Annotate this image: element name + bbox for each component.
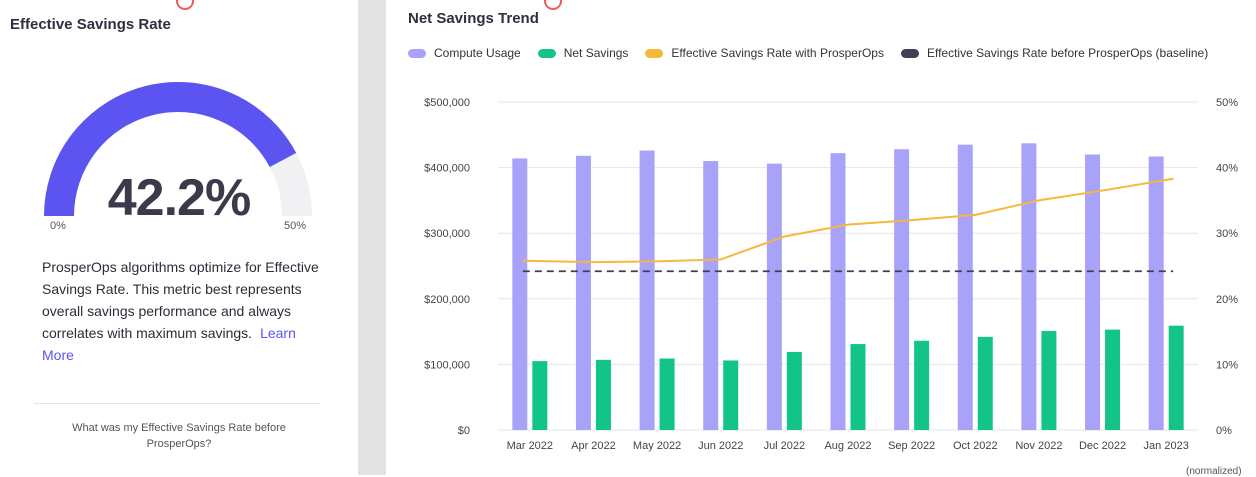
esr-point bbox=[719, 258, 722, 261]
description: ProsperOps algorithms optimize for Effec… bbox=[42, 256, 322, 366]
effective-savings-rate-panel: Effective Savings Rate 42.2% 0% 50% Pros… bbox=[0, 0, 358, 475]
esr-point bbox=[1038, 199, 1040, 202]
x-tick-label: Aug 2022 bbox=[824, 440, 871, 452]
x-tick-label: Apr 2022 bbox=[571, 440, 616, 452]
y-left-tick-label: $500,000 bbox=[424, 97, 470, 109]
esr-point bbox=[974, 214, 977, 216]
bar-compute-usage bbox=[575, 155, 591, 431]
panel-title: Effective Savings Rate bbox=[10, 16, 171, 33]
x-tick-label: Dec 2022 bbox=[1079, 440, 1126, 452]
bar-net-savings bbox=[977, 336, 993, 430]
bar-compute-usage bbox=[703, 161, 719, 431]
x-tick-label: Sep 2022 bbox=[888, 440, 935, 452]
legend-item-compute-usage[interactable]: Compute Usage bbox=[408, 46, 521, 60]
esr-point bbox=[1101, 189, 1104, 192]
esr-point bbox=[522, 259, 524, 262]
bar-compute-usage bbox=[957, 144, 973, 430]
y-left-tick-label: $0 bbox=[458, 425, 470, 437]
bar-net-savings bbox=[1041, 330, 1057, 430]
legend-item-esr[interactable]: Effective Savings Rate with ProsperOps bbox=[645, 46, 884, 60]
legend-swatch-compute bbox=[408, 48, 426, 58]
bar-compute-usage bbox=[1021, 143, 1037, 430]
bar-net-savings bbox=[1168, 325, 1184, 430]
x-tick-label: Mar 2022 bbox=[507, 440, 553, 452]
legend-swatch-baseline bbox=[900, 48, 919, 58]
alert-dot-icon bbox=[176, 0, 194, 10]
net-savings-trend-panel: Net Savings Trend Compute Usage Net Savi… bbox=[386, 0, 1256, 477]
y-left-tick-label: $200,000 bbox=[424, 294, 470, 306]
bar-net-savings bbox=[786, 351, 802, 430]
bar-net-savings bbox=[1105, 329, 1121, 430]
chart-legend: Compute Usage Net Savings Effective Savi… bbox=[408, 46, 1225, 60]
legend-label: Net Savings bbox=[563, 46, 629, 60]
chart-footnote: (normalized) bbox=[1186, 466, 1242, 477]
gauge-fill bbox=[44, 82, 297, 217]
y-right-tick-label: 30% bbox=[1216, 228, 1238, 240]
baseline-question-link[interactable]: What was my Effective Savings Rate befor… bbox=[72, 422, 286, 450]
legend-label: Effective Savings Rate before ProsperOps… bbox=[926, 46, 1209, 60]
divider bbox=[34, 403, 320, 404]
panel-gutter bbox=[358, 0, 386, 475]
y-left-tick-label: $400,000 bbox=[424, 163, 470, 175]
y-right-tick-label: 40% bbox=[1216, 163, 1238, 175]
legend-item-net-savings[interactable]: Net Savings bbox=[537, 46, 629, 60]
esr-point bbox=[783, 235, 786, 238]
esr-point bbox=[656, 260, 658, 263]
x-tick-label: Nov 2022 bbox=[1015, 440, 1062, 452]
gauge-min-label: 0% bbox=[50, 220, 66, 232]
gauge-max-label: 50% bbox=[284, 220, 307, 232]
y-left-tick-label: $100,000 bbox=[424, 359, 470, 371]
savings-rate-gauge bbox=[44, 82, 312, 217]
esr-point bbox=[910, 219, 913, 221]
y-right-tick-label: 0% bbox=[1216, 425, 1232, 437]
bar-compute-usage bbox=[830, 153, 846, 430]
chart-title: Net Savings Trend bbox=[408, 10, 539, 27]
bar-compute-usage bbox=[1085, 154, 1101, 431]
y-right-tick-label: 10% bbox=[1216, 359, 1238, 371]
y-right-tick-label: 50% bbox=[1216, 97, 1238, 109]
bar-net-savings bbox=[532, 361, 548, 430]
esr-point bbox=[1172, 177, 1174, 180]
alert-dot-icon bbox=[544, 0, 562, 10]
y-left-tick-label: $300,000 bbox=[424, 228, 470, 240]
learn-more-link[interactable]: Learn More bbox=[42, 325, 296, 363]
x-tick-label: Jan 2023 bbox=[1144, 440, 1189, 452]
bar-net-savings bbox=[850, 344, 866, 430]
legend-swatch-net bbox=[537, 48, 556, 58]
bar-compute-usage bbox=[639, 150, 655, 430]
bar-net-savings bbox=[595, 359, 611, 430]
net-savings-chart: $0 $100,000 $200,000 $300,000 $400,000 $500,0… bbox=[424, 97, 1238, 452]
x-tick-label: Jul 2022 bbox=[764, 440, 806, 452]
legend-item-baseline[interactable]: Effective Savings Rate before ProsperOps… bbox=[900, 46, 1209, 60]
esr-point bbox=[592, 261, 595, 263]
bar-compute-usage bbox=[766, 163, 782, 430]
x-tick-label: Jun 2022 bbox=[698, 440, 743, 452]
esr-line bbox=[522, 177, 1174, 264]
bar-compute-usage bbox=[894, 149, 910, 430]
bar-net-savings bbox=[914, 340, 930, 430]
x-tick-label: May 2022 bbox=[633, 440, 681, 452]
bar-compute-usage bbox=[512, 158, 528, 430]
legend-swatch-esr bbox=[645, 48, 664, 58]
legend-label: Effective Savings Rate with ProsperOps bbox=[671, 46, 884, 60]
legend-label: Compute Usage bbox=[434, 46, 521, 60]
bar-net-savings bbox=[659, 358, 675, 430]
bar-net-savings bbox=[723, 360, 739, 430]
gauge-value: 42.2% bbox=[107, 169, 251, 227]
esr-point bbox=[847, 223, 849, 226]
x-tick-label: Oct 2022 bbox=[953, 440, 998, 452]
y-right-tick-label: 20% bbox=[1216, 294, 1238, 306]
description-text: ProsperOps algorithms optimize for Effec… bbox=[42, 259, 319, 341]
bar-compute-usage bbox=[1148, 156, 1164, 430]
